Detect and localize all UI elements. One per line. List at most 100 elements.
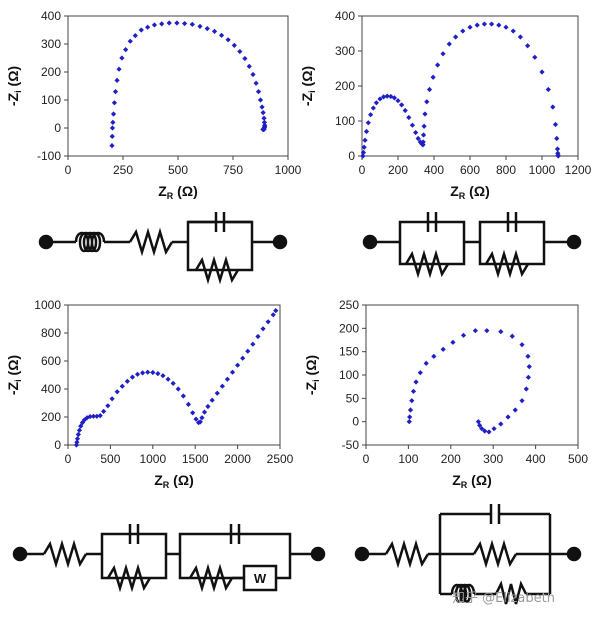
x-tick-label: 200	[441, 452, 461, 466]
y-tick-label: 300	[335, 44, 355, 58]
terminal-node	[310, 546, 326, 562]
data-point	[440, 346, 446, 352]
data-point	[132, 33, 138, 39]
y-axis-label: -Zi (Ω)	[5, 66, 23, 106]
x-tick-label: 250	[113, 163, 133, 177]
y-axis-label: -Zi (Ω)	[5, 355, 23, 395]
y-tick-label: 0	[54, 121, 61, 135]
data-point	[391, 95, 397, 101]
data-point	[193, 416, 199, 422]
data-point	[273, 308, 279, 314]
inductor-symbol	[450, 583, 476, 603]
data-point	[145, 24, 151, 30]
data-point	[525, 43, 531, 49]
terminal-node	[362, 234, 378, 250]
x-tick-label: 500	[568, 452, 588, 466]
data-point	[422, 111, 428, 117]
data-point	[116, 66, 122, 72]
y-tick-label: 800	[41, 326, 61, 340]
data-point	[532, 54, 538, 60]
data-point	[79, 420, 86, 426]
data-point	[240, 355, 246, 361]
data-point	[246, 63, 252, 69]
y-tick-label: 400	[335, 9, 355, 23]
data-point	[74, 436, 81, 442]
data-point	[496, 22, 502, 28]
y-tick-label: -100	[37, 149, 61, 163]
data-point	[112, 89, 119, 95]
data-point	[110, 111, 117, 117]
data-point	[101, 408, 107, 414]
data-point	[395, 98, 401, 104]
data-point	[510, 28, 516, 34]
data-point	[235, 362, 241, 368]
data-point	[423, 360, 429, 366]
y-tick-label: 300	[41, 37, 61, 51]
data-point	[406, 419, 412, 425]
data-point	[260, 110, 266, 116]
data-point	[180, 393, 186, 399]
data-point	[74, 439, 80, 445]
terminal-node	[354, 546, 370, 562]
data-point	[231, 42, 237, 48]
data-point	[426, 86, 433, 93]
data-point	[440, 51, 446, 57]
data-point	[409, 122, 415, 128]
data-point	[519, 398, 525, 404]
data-point	[460, 28, 466, 34]
x-tick-label: 0	[65, 163, 72, 177]
resistor-symbol	[42, 539, 88, 569]
data-point	[97, 413, 103, 419]
data-point	[140, 370, 146, 376]
data-point	[237, 48, 243, 55]
data-point	[197, 419, 203, 425]
data-point	[190, 410, 196, 416]
data-point	[377, 96, 383, 102]
y-tick-label: 200	[335, 79, 355, 93]
resistor-symbol	[404, 249, 450, 279]
data-point	[523, 386, 529, 392]
data-point	[484, 328, 490, 334]
data-point	[174, 20, 180, 26]
y-tick-label: -50	[342, 438, 360, 452]
data-point	[94, 413, 100, 419]
data-point	[201, 409, 208, 415]
data-point	[460, 332, 467, 338]
data-point	[78, 423, 84, 429]
data-point	[421, 123, 427, 129]
x-tick-label: 2000	[224, 452, 251, 466]
data-point	[539, 69, 545, 75]
y-tick-label: 250	[339, 298, 359, 312]
data-point	[114, 389, 120, 395]
data-point	[87, 413, 93, 420]
data-point	[261, 115, 267, 121]
data-point	[407, 414, 413, 420]
data-point	[450, 339, 456, 345]
terminal-node	[566, 546, 582, 562]
x-axis-label: ZR (Ω)	[452, 472, 492, 490]
x-axis-label: ZR (Ω)	[450, 183, 490, 201]
data-point	[189, 21, 195, 27]
data-point	[474, 22, 480, 28]
data-point	[413, 379, 419, 385]
y-tick-label: 100	[339, 368, 359, 382]
data-point	[417, 370, 423, 376]
data-point	[75, 431, 81, 438]
data-point	[110, 119, 116, 125]
y-axis-label: -Zi (Ω)	[303, 355, 321, 395]
resistor-symbol	[494, 580, 528, 605]
data-point	[119, 383, 125, 389]
data-point	[261, 119, 268, 125]
data-point	[90, 413, 97, 419]
data-point	[554, 135, 560, 142]
data-point	[503, 24, 509, 30]
inductor-symbol	[74, 231, 106, 253]
data-point	[370, 105, 376, 111]
data-point	[109, 143, 115, 149]
x-tick-label: 1500	[182, 452, 209, 466]
y-tick-label: 50	[346, 391, 360, 405]
data-point	[270, 312, 276, 318]
terminal-node	[12, 546, 28, 562]
data-point	[105, 403, 111, 409]
